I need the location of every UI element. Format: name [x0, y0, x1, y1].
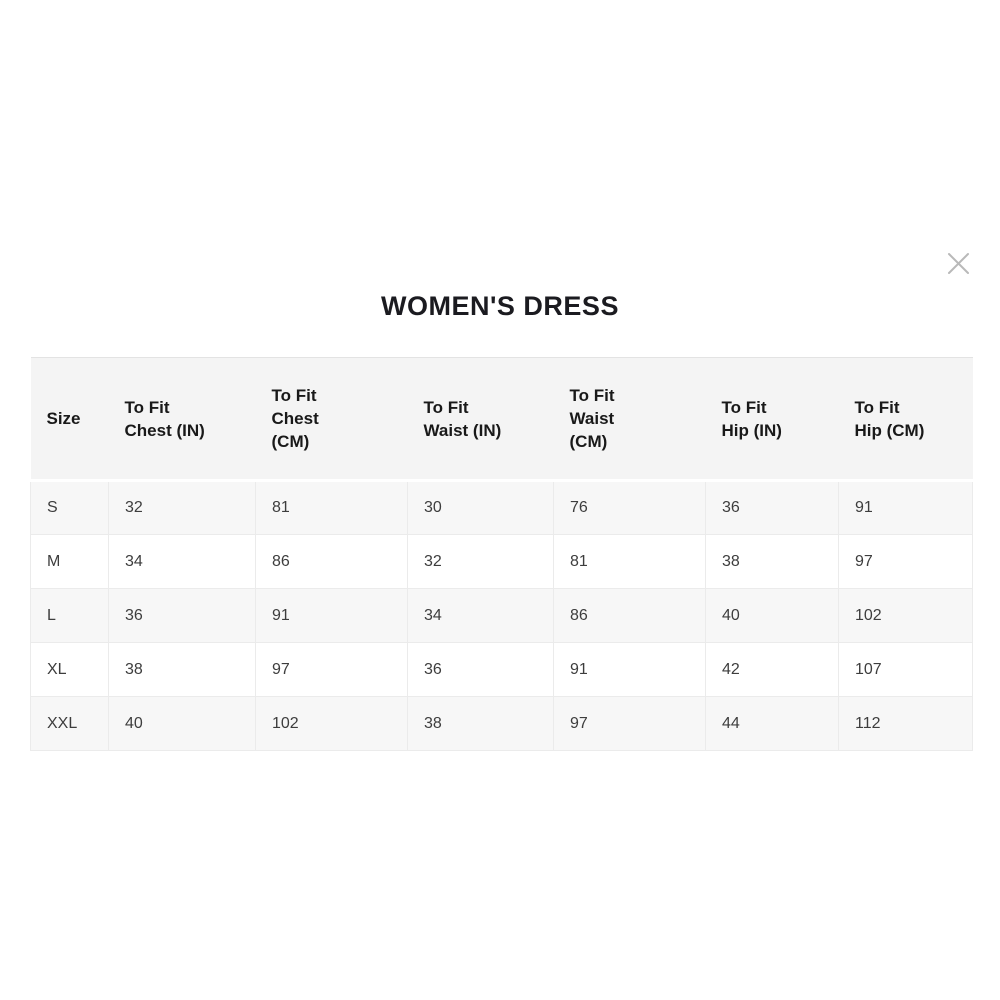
column-header-hip-in: To Fit Hip (IN) — [705, 357, 839, 482]
modal-title: WOMEN'S DRESS — [381, 291, 619, 321]
hip-cm-cell: 112 — [838, 696, 973, 751]
chest-in-cell: 32 — [108, 480, 256, 535]
table-row-xxl: XXL 40 102 38 97 44 112 — [30, 696, 973, 751]
column-header-waist-in: To Fit Waist (IN) — [407, 357, 554, 482]
hip-in-cell: 38 — [705, 534, 839, 589]
waist-cm-cell: 76 — [553, 480, 706, 535]
waist-cm-cell: 91 — [553, 642, 706, 697]
waist-cm-cell: 86 — [553, 588, 706, 643]
close-icon — [948, 253, 969, 274]
close-button[interactable] — [944, 249, 973, 278]
hip-in-cell: 36 — [705, 480, 839, 535]
waist-in-cell: 30 — [407, 480, 554, 535]
hip-in-cell: 40 — [705, 588, 839, 643]
chest-cm-cell: 81 — [255, 480, 408, 535]
chest-in-cell: 34 — [108, 534, 256, 589]
size-label-cell: M — [30, 534, 109, 589]
hip-in-cell: 42 — [705, 642, 839, 697]
size-chart-table: Size To Fit Chest (IN) To Fit Chest (CM)… — [30, 357, 973, 751]
chest-cm-cell: 102 — [255, 696, 408, 751]
chest-in-cell: 38 — [108, 642, 256, 697]
hip-cm-cell: 107 — [838, 642, 973, 697]
table-header-row: Size To Fit Chest (IN) To Fit Chest (CM)… — [30, 357, 973, 482]
table-row-l: L 36 91 34 86 40 102 — [30, 588, 973, 643]
table-row-xl: XL 38 97 36 91 42 107 — [30, 642, 973, 697]
hip-cm-cell: 102 — [838, 588, 973, 643]
chest-cm-cell: 91 — [255, 588, 408, 643]
chest-cm-cell: 86 — [255, 534, 408, 589]
size-label-cell: XL — [30, 642, 109, 697]
waist-in-cell: 34 — [407, 588, 554, 643]
waist-in-cell: 36 — [407, 642, 554, 697]
column-header-chest-in: To Fit Chest (IN) — [108, 357, 256, 482]
column-header-waist-cm: To Fit Waist (CM) — [553, 357, 706, 482]
waist-in-cell: 32 — [407, 534, 554, 589]
chest-in-cell: 40 — [108, 696, 256, 751]
size-label-cell: S — [30, 480, 109, 535]
chest-in-cell: 36 — [108, 588, 256, 643]
column-header-hip-cm: To Fit Hip (CM) — [838, 357, 973, 482]
column-header-chest-cm: To Fit Chest (CM) — [255, 357, 408, 482]
size-label-cell: XXL — [30, 696, 109, 751]
chest-cm-cell: 97 — [255, 642, 408, 697]
table-row-m: M 34 86 32 81 38 97 — [30, 534, 973, 589]
hip-cm-cell: 91 — [838, 480, 973, 535]
hip-cm-cell: 97 — [838, 534, 973, 589]
waist-cm-cell: 97 — [553, 696, 706, 751]
column-header-size: Size — [30, 357, 109, 482]
waist-cm-cell: 81 — [553, 534, 706, 589]
waist-in-cell: 38 — [407, 696, 554, 751]
size-label-cell: L — [30, 588, 109, 643]
hip-in-cell: 44 — [705, 696, 839, 751]
table-row-s: S 32 81 30 76 36 91 — [30, 480, 973, 535]
